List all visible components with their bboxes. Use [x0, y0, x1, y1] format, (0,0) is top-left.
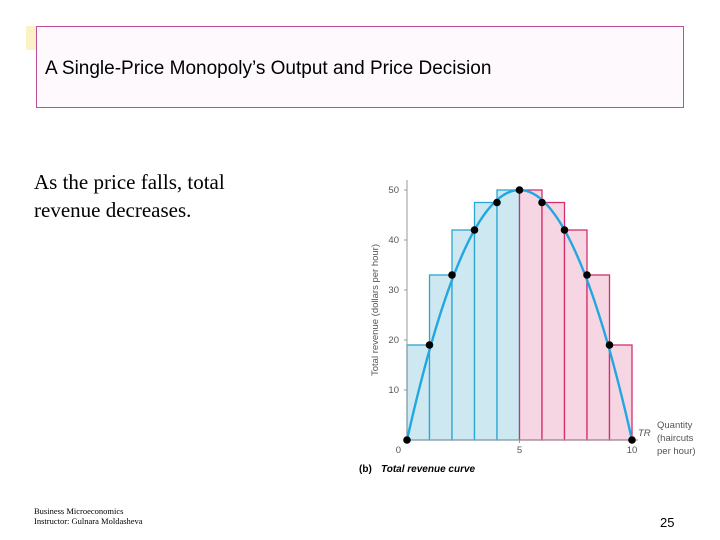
tr-curve-label: TR	[638, 428, 651, 439]
x-tick-label-0: 0	[396, 445, 401, 456]
x-tick-label-2: 10	[627, 445, 638, 456]
x-axis-title-line1: Quantity	[657, 420, 693, 431]
tr-bar-8	[586, 274, 611, 441]
y-tick-label-0: 10	[388, 385, 399, 396]
slide-title: A Single-Price Monopoly’s Output and Pri…	[45, 58, 492, 79]
y-tick-label-4: 50	[388, 185, 399, 196]
y-axis-title: Total revenue (dollars per hour)	[370, 244, 381, 376]
axes-layer	[406, 180, 638, 441]
footer-course: Business Microeconomics	[34, 506, 124, 516]
tr-bar-7	[563, 229, 588, 441]
body-text: As the price falls, total revenue decrea…	[34, 170, 225, 222]
x-tick-label-1: 5	[517, 445, 522, 456]
tr-point-10	[628, 436, 636, 444]
chart-caption-label: (b)	[359, 464, 372, 475]
total-revenue-chart: 10 20 30 40 50 0 5 10 Total revenue (dollars pe…	[359, 180, 696, 475]
tr-point-7	[560, 226, 569, 234]
y-tick-label-2: 30	[388, 285, 399, 296]
chart-caption-text: Total revenue curve	[381, 464, 476, 475]
x-axis-title-line3: per hour)	[657, 446, 696, 457]
tr-bar-1	[428, 274, 453, 441]
tr-bar-5	[518, 189, 543, 441]
tr-point-4	[493, 198, 501, 207]
tr-bar-2	[451, 229, 476, 441]
tr-point-8	[583, 271, 591, 279]
footer-instructor: Instructor: Gulnara Moldasheva	[34, 516, 143, 526]
tr-point-9	[605, 341, 614, 349]
x-axis-title-line2: (haircuts	[657, 433, 694, 444]
y-tick-label-3: 40	[388, 235, 399, 246]
tr-point-3	[470, 226, 479, 234]
tr-point-1	[425, 341, 434, 349]
tr-point-6	[538, 198, 546, 207]
y-tick-label-1: 20	[388, 335, 399, 346]
page-number: 25	[660, 515, 675, 530]
tr-point-5	[515, 186, 524, 194]
footer-credit: Business Microeconomics Instructor: Guln…	[34, 506, 143, 526]
tr-bar-6	[541, 201, 566, 441]
tr-point-2	[448, 271, 456, 279]
tr-bar-4	[496, 189, 521, 441]
points-layer	[403, 186, 636, 444]
tr-bar-3	[473, 201, 498, 441]
tr-point-0	[403, 436, 411, 444]
title-box: A Single-Price Monopoly’s Output and Pri…	[36, 26, 684, 108]
